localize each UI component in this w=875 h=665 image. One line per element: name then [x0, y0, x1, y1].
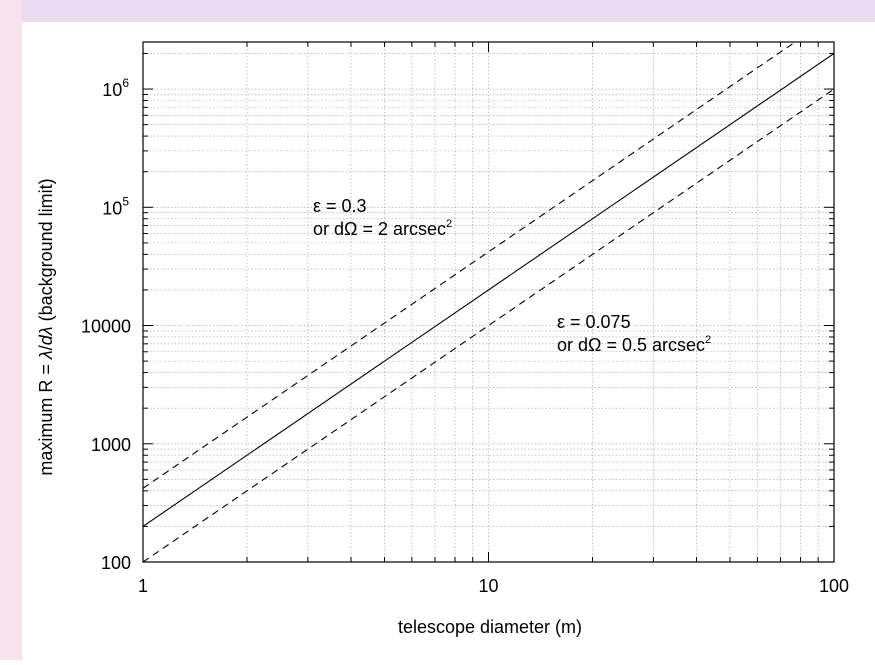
- x-tick-label: 100: [819, 576, 849, 596]
- series-layer: [143, 42, 834, 562]
- annotation-lower-line2-sup: 2: [705, 334, 711, 346]
- series-line-dashed-2: [143, 88, 834, 562]
- y-axis-label-lambda: λ: [36, 350, 56, 360]
- x-tick-label: 10: [478, 576, 498, 596]
- y-axis-label-suffix: (background limit): [36, 178, 56, 326]
- frame-top-band: [0, 0, 875, 22]
- y-axis-label: maximum R = λ/dλ (background limit): [36, 178, 56, 475]
- annotation-upper-line2-text: or dΩ = 2 arcsec: [313, 219, 446, 239]
- y-tick-label-exponent: 5: [122, 194, 129, 208]
- y-tick-label: 106: [102, 76, 129, 100]
- y-tick-label-base: 10: [102, 198, 122, 218]
- y-tick-label: 100: [101, 553, 131, 573]
- y-axis-label-lambda2: λ: [36, 326, 56, 336]
- y-tick-label-exponent: 6: [122, 76, 129, 90]
- frame-left-band: [0, 0, 22, 660]
- annotation-upper-line2: or dΩ = 2 arcsec2: [313, 218, 452, 239]
- y-tick-label: 1000: [91, 435, 131, 455]
- annotation-upper: ε = 0.3 or dΩ = 2 arcsec2: [313, 196, 452, 239]
- annotation-lower-line2-text: or dΩ = 0.5 arcsec: [557, 335, 705, 355]
- annotation-lower: ε = 0.075 or dΩ = 0.5 arcsec2: [557, 312, 711, 355]
- annotation-lower-line1: ε = 0.075: [557, 312, 631, 332]
- grid-layer: [143, 42, 834, 562]
- y-axis-label-part: maximum R =: [36, 359, 56, 476]
- annotation-upper-line2-sup: 2: [446, 218, 452, 230]
- y-axis-label-slash: /: [36, 345, 56, 350]
- tick-layer: [142, 42, 834, 563]
- x-tick-label: 1: [138, 576, 148, 596]
- y-tick-label-base: 10: [102, 80, 122, 100]
- series-line-solid: [143, 53, 834, 527]
- y-tick-label: 10000: [81, 317, 131, 337]
- annotation-lower-line2: or dΩ = 0.5 arcsec2: [557, 334, 711, 355]
- series-line-dashed-0: [143, 42, 797, 489]
- annotation-upper-line1: ε = 0.3: [313, 196, 367, 216]
- x-axis-label: telescope diameter (m): [398, 617, 582, 637]
- y-axis-label-d: d: [36, 334, 56, 345]
- y-tick-label: 105: [102, 194, 129, 218]
